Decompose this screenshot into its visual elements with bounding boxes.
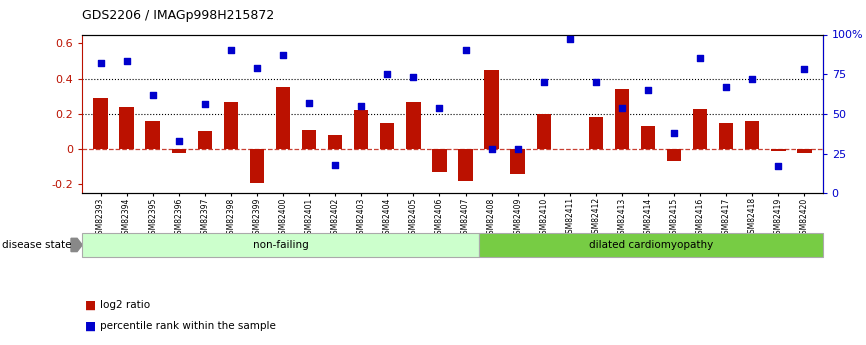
Text: ■: ■ <box>85 319 96 333</box>
Point <box>563 37 577 42</box>
Bar <box>510 149 525 174</box>
Text: disease state: disease state <box>2 240 71 250</box>
Bar <box>302 130 316 149</box>
Point <box>772 164 785 169</box>
Point <box>120 59 133 64</box>
Bar <box>249 149 264 183</box>
Text: ■: ■ <box>85 299 96 312</box>
Bar <box>772 149 785 151</box>
Point <box>432 105 446 110</box>
Point <box>511 146 525 151</box>
Bar <box>745 121 759 149</box>
Bar <box>458 149 473 181</box>
Point <box>746 76 759 82</box>
Point <box>171 138 185 144</box>
Point <box>798 67 811 72</box>
Point <box>459 48 473 53</box>
Point <box>328 162 342 167</box>
Bar <box>120 107 133 149</box>
Bar <box>276 87 290 149</box>
Point <box>276 52 290 58</box>
Point <box>197 101 211 107</box>
Point <box>720 84 734 90</box>
Bar <box>145 121 160 149</box>
Bar <box>693 109 708 149</box>
Bar <box>641 126 656 149</box>
Bar <box>537 114 551 149</box>
Point <box>615 105 629 110</box>
Text: log2 ratio: log2 ratio <box>100 300 150 310</box>
Text: non-failing: non-failing <box>253 240 308 250</box>
Point <box>94 60 107 66</box>
Bar <box>798 149 811 152</box>
Text: percentile rank within the sample: percentile rank within the sample <box>100 321 275 331</box>
Bar <box>354 110 368 149</box>
Bar <box>484 70 499 149</box>
Bar <box>667 149 682 161</box>
Point <box>406 75 420 80</box>
Bar <box>223 101 238 149</box>
Bar <box>406 101 421 149</box>
Bar <box>171 149 186 152</box>
Point <box>224 48 238 53</box>
Bar <box>432 149 447 172</box>
Point <box>250 65 264 71</box>
Point <box>641 87 655 93</box>
Text: dilated cardiomyopathy: dilated cardiomyopathy <box>589 240 713 250</box>
Bar <box>589 117 603 149</box>
Point <box>485 146 499 151</box>
Point <box>354 103 368 109</box>
Point <box>145 92 159 98</box>
Bar <box>94 98 107 149</box>
Bar <box>197 131 212 149</box>
Point <box>537 79 551 85</box>
Point <box>380 71 394 77</box>
Point <box>589 79 603 85</box>
Point <box>302 100 316 106</box>
Bar <box>615 89 629 149</box>
Bar <box>380 123 395 149</box>
Bar <box>719 123 734 149</box>
Point <box>667 130 681 136</box>
Bar <box>328 135 342 149</box>
Text: GDS2206 / IMAGp998H215872: GDS2206 / IMAGp998H215872 <box>82 9 275 22</box>
Point <box>694 56 708 61</box>
